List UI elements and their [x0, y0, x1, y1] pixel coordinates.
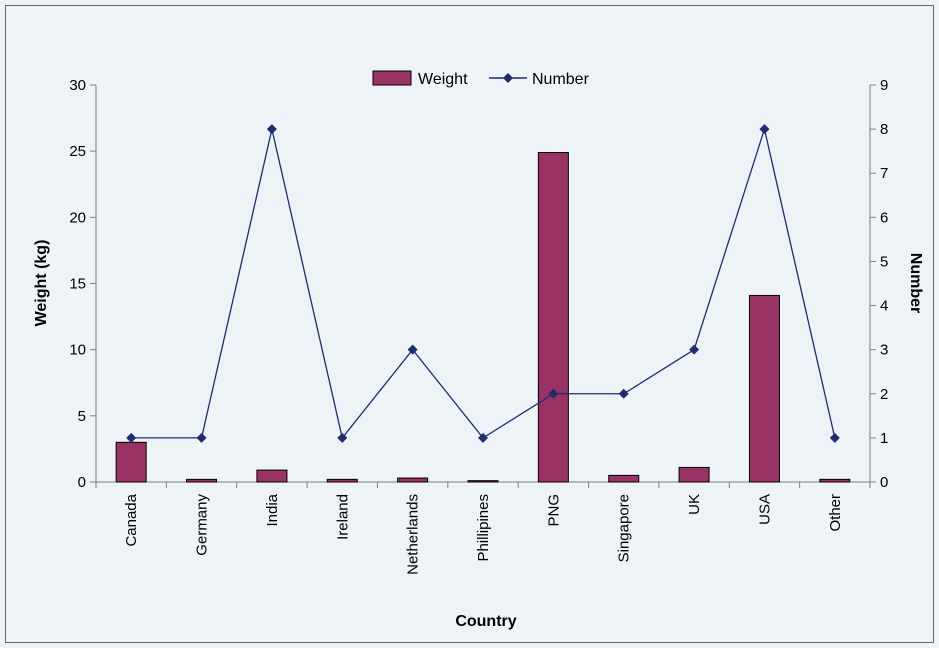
- line-number: [126, 124, 840, 443]
- y-tick-label: 5: [78, 408, 86, 425]
- legend-marker-number: [503, 73, 513, 83]
- bar: [819, 478, 851, 483]
- x-tick-label: Singapore: [616, 494, 633, 562]
- y2-tick-label: 0: [880, 474, 888, 491]
- x-axis-title: Country: [455, 613, 516, 630]
- bar: [748, 294, 780, 483]
- y2-tick-label: 4: [880, 298, 888, 315]
- line-point: [266, 124, 277, 135]
- bar: [678, 466, 710, 483]
- line-point: [196, 432, 207, 443]
- x-tick-label: PNG: [545, 494, 562, 527]
- line-point: [829, 432, 840, 443]
- y2-tick-label: 7: [880, 165, 888, 182]
- bars-weight: [115, 151, 851, 483]
- bar: [397, 477, 429, 483]
- x-tick-label: Other: [827, 494, 844, 532]
- legend-swatch-weight: [372, 70, 412, 86]
- x-tick-label: Phillipines: [475, 494, 492, 562]
- legend: Weight Number: [372, 70, 590, 88]
- bar: [326, 478, 358, 483]
- y2-tick-label: 2: [880, 386, 888, 403]
- line-point: [478, 432, 488, 443]
- y-tick-label: 0: [78, 474, 86, 491]
- x-tick-label: Ireland: [334, 494, 351, 540]
- y2-tick-label: 5: [880, 253, 888, 270]
- x-tick-label: Netherlands: [405, 494, 422, 575]
- x-tick-label: Germany: [194, 494, 211, 556]
- bar: [537, 151, 569, 483]
- x-tick-label: USA: [756, 494, 773, 525]
- bar: [256, 469, 288, 483]
- legend-label-number: Number: [532, 71, 590, 88]
- y2-tick-label: 1: [880, 430, 888, 447]
- y2-tick-label: 8: [880, 121, 888, 138]
- y-axis-title: Weight (kg): [33, 240, 50, 327]
- legend-label-weight: Weight: [418, 71, 468, 88]
- line-point: [689, 344, 700, 355]
- y2-axis-title: Number: [907, 253, 924, 313]
- bar: [186, 478, 218, 483]
- y-tick-label: 15: [69, 276, 86, 293]
- line-point: [126, 432, 137, 443]
- line-point: [407, 344, 418, 355]
- x-tick-label: Canada: [123, 493, 140, 546]
- y-tick-label: 30: [69, 77, 86, 94]
- tick-labels: 0 5 10 15 20 25 30 0 1 2 3 4 5 6 7 8 9 Canada Germany India…: [69, 77, 888, 575]
- y2-tick-label: 3: [880, 342, 888, 359]
- series-line: [131, 126, 836, 440]
- x-tick-label: UK: [686, 494, 703, 515]
- line-point: [337, 432, 348, 443]
- bar: [467, 480, 499, 483]
- line-point: [618, 388, 629, 399]
- y2-tick-label: 9: [880, 77, 888, 94]
- bar: [115, 441, 147, 483]
- y-tick-label: 25: [69, 143, 86, 160]
- y-tick-label: 20: [69, 209, 86, 226]
- y2-tick-label: 6: [880, 209, 888, 226]
- line-point: [548, 388, 559, 399]
- y-tick-label: 10: [69, 342, 86, 359]
- line-point: [759, 124, 770, 135]
- bar: [608, 474, 640, 483]
- x-tick-label: India: [264, 493, 281, 526]
